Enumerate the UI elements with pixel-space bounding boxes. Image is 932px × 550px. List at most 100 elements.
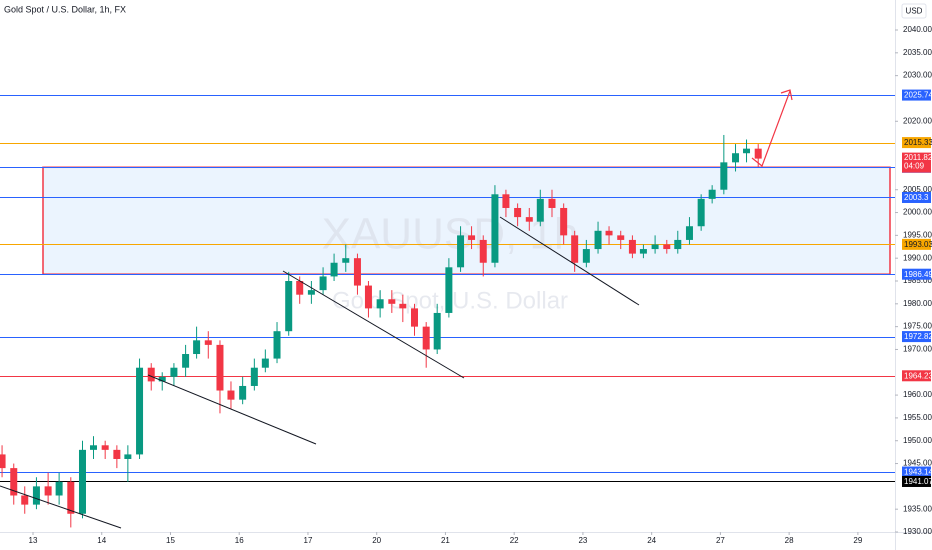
candle-body bbox=[330, 262, 338, 277]
candle-body bbox=[685, 226, 693, 240]
candle-body bbox=[170, 367, 178, 377]
candle-body bbox=[411, 308, 419, 327]
level-label: 1943.14 bbox=[904, 468, 932, 477]
x-tick-label: 14 bbox=[97, 536, 106, 545]
y-tick-label: 1960.00 bbox=[903, 390, 932, 399]
candle-body bbox=[617, 235, 625, 240]
candle-body bbox=[457, 235, 465, 268]
y-tick-label: 2040.00 bbox=[903, 25, 932, 34]
level-label-bg bbox=[902, 238, 931, 250]
candle-body bbox=[21, 495, 29, 505]
candle-body bbox=[44, 486, 52, 496]
candle-body bbox=[204, 340, 212, 345]
candle-body bbox=[227, 390, 235, 400]
candle-body bbox=[136, 367, 144, 455]
x-tick-label: 15 bbox=[166, 536, 175, 545]
candle-body bbox=[743, 148, 751, 154]
candle-body bbox=[296, 281, 304, 295]
candle-body bbox=[67, 481, 75, 514]
candle-body bbox=[261, 358, 269, 368]
candle-body bbox=[0, 454, 6, 469]
candle-body bbox=[273, 331, 281, 359]
level-layer bbox=[0, 95, 895, 482]
level-label: 2015.33 bbox=[904, 138, 932, 147]
level-label-bg bbox=[902, 137, 931, 149]
candle-body bbox=[491, 194, 499, 263]
trendline bbox=[0, 485, 122, 529]
candle-body bbox=[720, 162, 728, 190]
y-tick-label: 1980.00 bbox=[903, 299, 932, 308]
current-price-label: 2011.82 bbox=[904, 153, 932, 162]
candle-body bbox=[560, 207, 568, 236]
candle-body bbox=[548, 198, 556, 208]
countdown-label: 04:09 bbox=[904, 162, 925, 171]
level-label: 2003.3 bbox=[904, 193, 929, 202]
y-tick-label: 1975.00 bbox=[903, 322, 932, 331]
y-tick-label: 1950.00 bbox=[903, 436, 932, 445]
candle-body bbox=[605, 230, 613, 236]
level-label: 1941.07 bbox=[904, 477, 932, 486]
candle-body bbox=[319, 276, 327, 291]
x-tick-label: 17 bbox=[304, 536, 313, 545]
y-tick-label: 2005.00 bbox=[903, 185, 932, 194]
y-tick-label: 1985.00 bbox=[903, 276, 932, 285]
candle-body bbox=[216, 344, 224, 391]
trendlines bbox=[0, 216, 640, 529]
candle-body bbox=[628, 239, 636, 254]
candle-body bbox=[364, 285, 372, 309]
x-tick-label: 24 bbox=[647, 536, 656, 545]
candle-body bbox=[422, 326, 430, 350]
watermark: XAUUSD, 1h bbox=[322, 210, 579, 259]
y-tick-label: 2030.00 bbox=[903, 71, 932, 80]
currency: USD bbox=[906, 7, 923, 16]
y-tick-label: 1930.00 bbox=[903, 527, 932, 536]
trendline bbox=[282, 270, 465, 379]
x-tick-label: 13 bbox=[29, 536, 38, 545]
level-label-bg bbox=[902, 466, 931, 478]
x-tick-label: 28 bbox=[785, 536, 794, 545]
candle-body bbox=[307, 290, 315, 295]
y-tick-label: 1990.00 bbox=[903, 253, 932, 262]
arrow-head bbox=[780, 89, 793, 101]
candle-body bbox=[182, 354, 190, 368]
y-tick-label: 1995.00 bbox=[903, 230, 932, 239]
candle-body bbox=[502, 194, 510, 208]
candle-body bbox=[639, 249, 647, 254]
arrow bbox=[751, 89, 793, 167]
y-tick-label: 2035.00 bbox=[903, 48, 932, 57]
level-label-bg bbox=[902, 89, 931, 101]
candle-body bbox=[10, 468, 18, 496]
x-tick-label: 16 bbox=[235, 536, 244, 545]
chart-title: Gold Spot / U.S. Dollar, 1h, FX bbox=[4, 4, 126, 14]
candle-body bbox=[55, 481, 63, 496]
y-tick-label: 1970.00 bbox=[903, 345, 932, 354]
candle-body bbox=[582, 249, 590, 263]
candle-body bbox=[536, 198, 544, 222]
candle-body bbox=[514, 207, 522, 218]
candle-body bbox=[158, 376, 166, 382]
candle-body bbox=[342, 258, 350, 263]
candle-body bbox=[239, 385, 247, 400]
x-tick-label: 20 bbox=[372, 536, 381, 545]
candle-body bbox=[78, 449, 86, 514]
zone bbox=[42, 166, 891, 275]
axis-layer: 2040.00 2035.00 2030.00 2020.00 2005.00 2000.… bbox=[29, 25, 932, 545]
level-label: 1993.03 bbox=[904, 240, 932, 249]
level-label-bg bbox=[902, 268, 931, 280]
candle-body bbox=[101, 445, 109, 450]
x-tick-label: 21 bbox=[441, 536, 450, 545]
level-label-bg bbox=[902, 331, 931, 343]
candle-body bbox=[479, 239, 487, 263]
candle-body bbox=[697, 198, 705, 227]
candle-body bbox=[525, 217, 533, 222]
candle-body bbox=[674, 239, 682, 250]
x-tick-label: 22 bbox=[510, 536, 519, 545]
y-tick-label: 2020.00 bbox=[903, 116, 932, 125]
level-label: 1972.82 bbox=[904, 332, 932, 341]
level-label-bg bbox=[902, 475, 931, 487]
x-tick-label: 29 bbox=[853, 536, 862, 545]
candle-body bbox=[124, 454, 132, 459]
x-tick-label: 23 bbox=[578, 536, 587, 545]
level-label: 1964.23 bbox=[904, 371, 932, 380]
